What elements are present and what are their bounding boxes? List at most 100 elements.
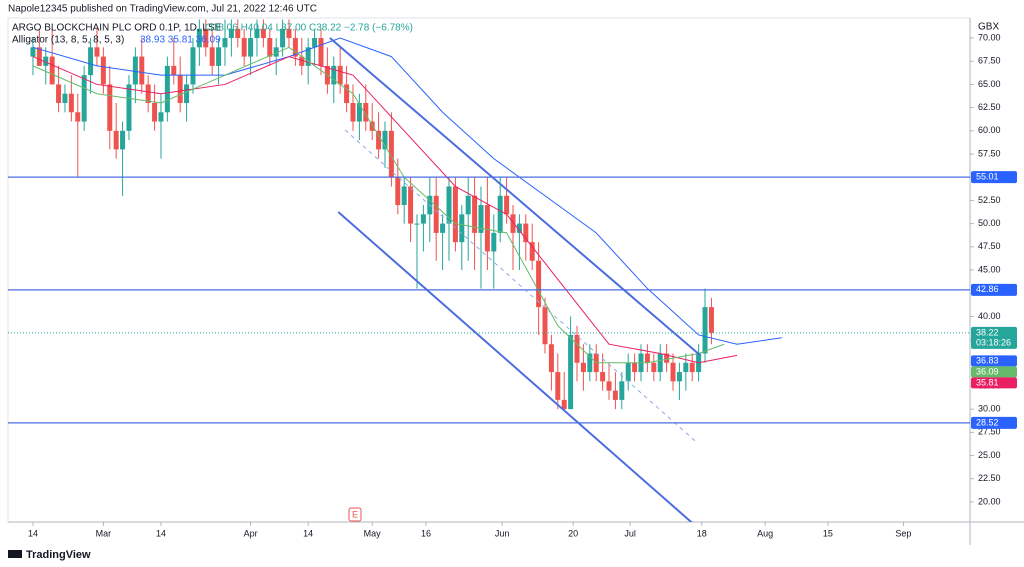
x-tick-label: 15 xyxy=(823,528,833,538)
y-tick-label: 45.00 xyxy=(978,264,1001,274)
candle-body xyxy=(689,362,695,373)
x-tick-label: Jun xyxy=(495,528,510,538)
candle-body xyxy=(676,372,682,382)
indicator-label-box xyxy=(971,355,1017,367)
candle-body xyxy=(286,28,292,39)
y-tick-label: 22.50 xyxy=(978,473,1001,483)
candle-body xyxy=(587,353,593,373)
candle-body xyxy=(209,47,215,66)
candle-body xyxy=(203,28,209,48)
candle-body xyxy=(708,307,714,333)
candle-body xyxy=(369,121,375,131)
candle-body xyxy=(516,223,522,233)
candle-body xyxy=(62,93,68,103)
candle-body xyxy=(235,28,241,39)
candle-body xyxy=(651,362,657,373)
earnings-icon[interactable] xyxy=(348,507,362,522)
candle-body xyxy=(376,130,382,150)
candle-body xyxy=(228,28,234,39)
candle-body xyxy=(491,232,497,252)
x-tick-label: 14 xyxy=(28,528,38,538)
candle-body xyxy=(408,186,414,224)
candle-body xyxy=(657,353,663,373)
candle-body xyxy=(292,38,298,57)
candle-body xyxy=(580,362,586,373)
candle-body xyxy=(401,186,407,206)
candle-body xyxy=(606,381,612,391)
candle-body xyxy=(164,65,170,113)
candle-body xyxy=(152,102,158,122)
candle-body xyxy=(94,47,100,57)
candle-body xyxy=(254,28,260,39)
x-tick-label: 18 xyxy=(697,528,707,538)
plot-area xyxy=(7,17,971,523)
x-tick-label: May xyxy=(364,528,382,538)
candle-body xyxy=(446,186,452,224)
y-tick-label: 50.00 xyxy=(978,218,1001,228)
candle-body xyxy=(305,47,311,66)
level-label: 55.01 xyxy=(976,171,999,181)
candle-body xyxy=(88,47,94,76)
trendline xyxy=(344,129,698,443)
candle-body xyxy=(670,362,676,382)
candle-body xyxy=(260,28,266,39)
y-tick-label: 62.50 xyxy=(978,102,1001,112)
candle-body xyxy=(107,84,113,131)
candle-body xyxy=(30,47,36,57)
candle-body xyxy=(36,47,42,66)
y-tick-label: 67.50 xyxy=(978,56,1001,66)
y-tick-label: 70.00 xyxy=(978,32,1001,42)
candle-body xyxy=(459,214,465,243)
level-label-box xyxy=(971,283,1017,296)
candle-body xyxy=(465,195,471,215)
candle-body xyxy=(190,47,196,85)
level-label-box xyxy=(971,171,1017,184)
candle-body xyxy=(542,307,548,345)
x-tick-label: 16 xyxy=(421,528,431,538)
candle-body xyxy=(337,65,343,85)
candle-body xyxy=(43,56,49,66)
axes: 20.0022.5025.0027.5030.0032.5035.0037.50… xyxy=(28,32,1017,538)
candle-body xyxy=(158,112,164,122)
level-label: 42.86 xyxy=(976,284,999,294)
trendline xyxy=(329,37,701,356)
x-tick-label: 14 xyxy=(303,528,313,538)
y-tick-label: 52.50 xyxy=(978,195,1001,205)
y-tick-label: 20.00 xyxy=(978,496,1001,506)
candle-body xyxy=(414,223,420,225)
trendline xyxy=(337,211,693,522)
candle-body xyxy=(299,56,305,66)
y-tick-label: 40.00 xyxy=(978,311,1001,321)
candle-body xyxy=(139,56,145,85)
candle-body xyxy=(312,38,318,48)
countdown: 03:18:26 xyxy=(976,337,1011,347)
candle-body xyxy=(420,214,426,224)
candle-body xyxy=(484,205,490,252)
candle-body xyxy=(619,381,625,400)
earnings-label: E xyxy=(352,509,358,519)
alligator-line xyxy=(32,56,738,364)
candle-body xyxy=(344,84,350,103)
candle-body xyxy=(184,84,190,103)
candle-body xyxy=(248,38,254,57)
x-tick-label: Aug xyxy=(757,528,773,538)
y-tick-label: 25.00 xyxy=(978,450,1001,460)
candle-body xyxy=(561,399,567,410)
candle-body xyxy=(452,186,458,243)
candle-body xyxy=(196,28,202,48)
candle-body xyxy=(702,307,708,354)
candle-body xyxy=(644,353,650,363)
candle-body xyxy=(68,93,74,113)
y-tick-label: 57.50 xyxy=(978,148,1001,158)
candle-body xyxy=(145,84,151,103)
level-label: 28.52 xyxy=(976,417,999,427)
indicator-label: 36.83 xyxy=(976,355,999,365)
candle-body xyxy=(472,195,478,233)
brand-logo xyxy=(8,550,22,558)
last-price-box xyxy=(971,326,1017,349)
candle-body xyxy=(132,56,138,85)
candle-body xyxy=(600,372,606,382)
candle-body xyxy=(171,65,177,76)
candle-body xyxy=(356,102,362,122)
alligator-line xyxy=(32,37,782,345)
